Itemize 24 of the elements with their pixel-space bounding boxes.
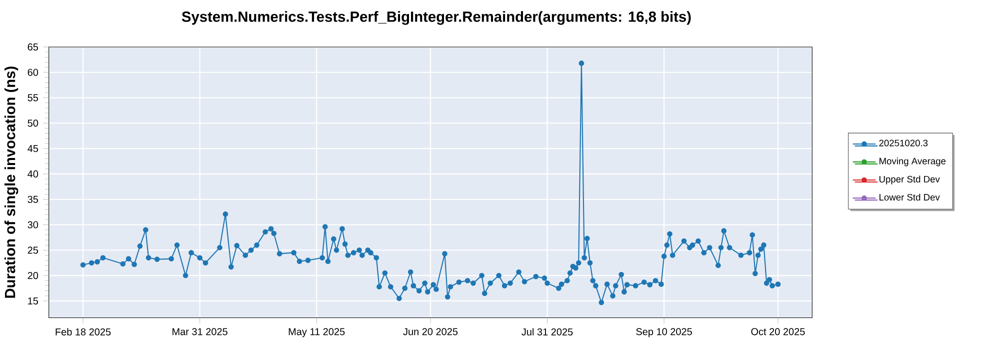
y-tick-label: 50 bbox=[28, 120, 38, 127]
y-tick-label: 40 bbox=[28, 170, 38, 178]
y-tick-label: 20 bbox=[28, 272, 38, 280]
x-tick-label: Sep 10 2025 bbox=[636, 328, 692, 338]
y-axis-title: Duration of single invocation (ns) bbox=[4, 66, 18, 298]
legend-label: Upper Std Dev bbox=[879, 176, 940, 184]
y-tick-label: 55 bbox=[28, 94, 38, 102]
chart-title: System.Numerics.Tests.Perf_BigInteger.Remainder(arguments: 16,8 bits) bbox=[182, 11, 691, 26]
y-tick-label: 60 bbox=[28, 68, 38, 76]
legend-label: Lower Std Dev bbox=[880, 194, 940, 201]
y-tick-label: 15 bbox=[28, 298, 38, 305]
y-tick-label: 30 bbox=[28, 221, 38, 228]
x-tick-label: May 11 2025 bbox=[288, 328, 345, 338]
x-tick-label: Oct 20 2025 bbox=[751, 328, 805, 336]
x-tick-label: Jun 20 2025 bbox=[403, 328, 458, 336]
y-tick-label: 35 bbox=[28, 196, 38, 204]
y-tick-label: 25 bbox=[28, 246, 38, 254]
legend-label: Moving Average bbox=[880, 158, 946, 166]
x-tick-label: Jul 31 2025 bbox=[522, 328, 573, 336]
y-tick-label: 65 bbox=[28, 44, 38, 51]
x-tick-label: Mar 31 2025 bbox=[172, 328, 228, 336]
x-tick-label: Feb 18 2025 bbox=[56, 328, 111, 336]
legend-label: 20251020.3 bbox=[879, 140, 928, 146]
y-tick-label: 45 bbox=[28, 145, 38, 152]
